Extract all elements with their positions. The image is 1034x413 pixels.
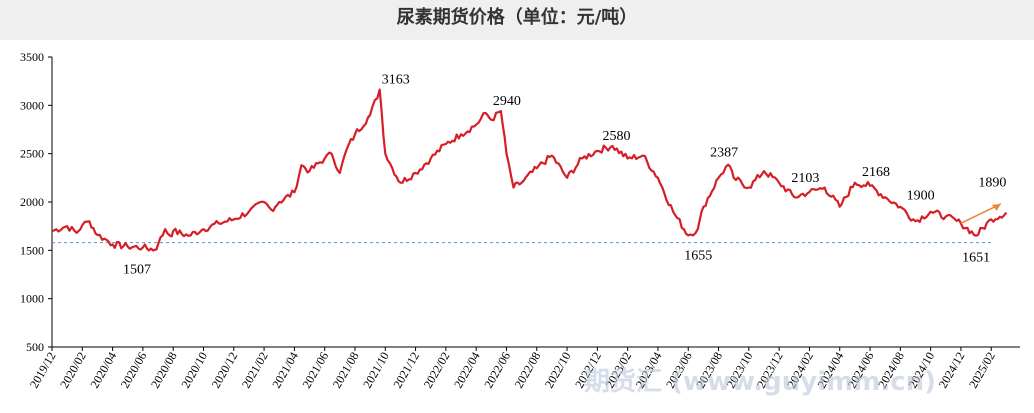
x-tick-label: 2021/04 [269,350,301,391]
x-tick-label: 2021/02 [239,350,271,391]
x-tick-label: 2021/10 [360,350,392,391]
x-tick-label: 2021/06 [299,350,331,391]
x-tick-label: 2022/04 [451,349,483,390]
watermark: 期货汇 (www.guyimm.cn) [584,366,936,397]
x-tick-label: 2024/12 [936,350,968,391]
y-tick-label: 3000 [20,98,44,112]
y-tick-label: 500 [26,340,44,354]
x-tick-label: 2021/08 [330,350,362,391]
data-label-3163: 3163 [382,73,410,88]
data-label-1651: 1651 [962,251,990,266]
price-series-line [51,88,1008,252]
title-bar [0,0,1034,40]
x-tick-label: 2019/12 [27,350,59,391]
y-tick-label: 2000 [20,195,44,209]
data-label-2387: 2387 [710,146,738,161]
x-tick-label: 2022/10 [542,350,574,391]
x-tick-label: 2021/12 [390,350,422,391]
data-label-2580: 2580 [603,129,631,144]
data-label-2103: 2103 [791,171,819,186]
x-tick-label: 2020/02 [57,350,89,391]
data-label-1900: 1900 [907,189,935,204]
data-label-1890: 1890 [978,176,1006,191]
y-tick-label: 1000 [20,292,44,306]
y-tick-label: 2500 [20,147,44,161]
data-label-2940: 2940 [493,94,521,109]
data-label-2168: 2168 [862,165,890,180]
data-label-1655: 1655 [684,248,712,263]
trend-arrow-head [991,203,1001,211]
y-tick-label: 3500 [20,50,44,64]
x-tick-label: 2020/10 [178,350,210,391]
x-tick-label: 2020/04 [87,350,119,391]
y-tick-label: 1500 [20,243,44,257]
chart-svg: 5001000150020002500300035002019/122020/0… [20,50,1020,397]
x-tick-label: 2020/08 [148,350,180,391]
x-tick-label: 2022/08 [512,350,544,391]
x-tick-label: 2022/02 [421,350,453,391]
chart-title: 尿素期货价格（单位：元/吨） [396,7,638,28]
x-tick-label: 2022/06 [481,350,513,391]
data-label-1507: 1507 [123,263,151,278]
x-tick-label: 2020/06 [118,350,150,391]
x-tick-label: 2020/12 [209,350,241,391]
x-tick-label: 2025/02 [966,350,998,391]
